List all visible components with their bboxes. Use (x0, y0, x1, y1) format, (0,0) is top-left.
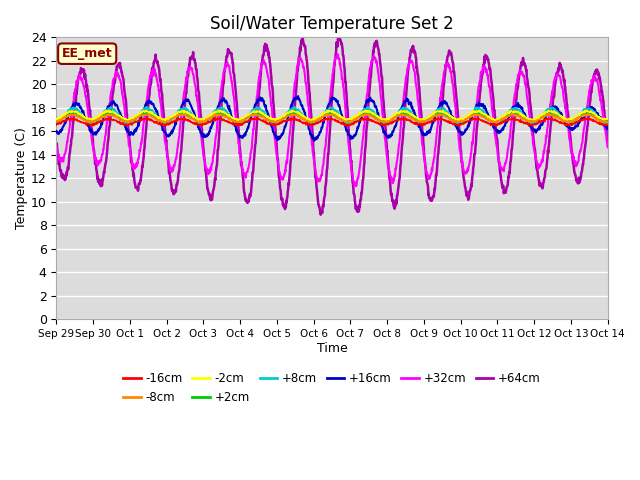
Line: -16cm: -16cm (56, 118, 608, 126)
+8cm (539, 113, 547, 119)
+32cm (604, 144, 612, 150)
+16cm (162, 131, 170, 136)
+32cm (334, 51, 342, 57)
-2cm (490, 117, 498, 123)
+2cm (419, 118, 426, 123)
Line: +32cm: +32cm (56, 54, 608, 186)
+2cm (237, 116, 245, 122)
-16cm (564, 123, 572, 129)
+16cm (237, 133, 244, 139)
+64cm (419, 129, 426, 134)
-16cm (162, 121, 170, 127)
+16cm (490, 125, 498, 131)
+16cm (419, 131, 426, 136)
+32cm (352, 183, 360, 189)
+16cm (539, 120, 547, 125)
Line: -8cm: -8cm (56, 113, 608, 123)
+2cm (399, 110, 406, 116)
+32cm (419, 142, 426, 147)
+2cm (539, 114, 547, 120)
+8cm (237, 120, 245, 126)
-8cm (604, 119, 612, 124)
+64cm (162, 132, 170, 138)
+8cm (490, 120, 498, 125)
+32cm (490, 124, 498, 130)
-2cm (539, 111, 547, 117)
+8cm (52, 121, 60, 127)
+2cm (604, 118, 612, 123)
-16cm (418, 122, 426, 128)
+32cm (52, 145, 60, 151)
+2cm (162, 118, 170, 124)
Legend: -16cm, -8cm, -2cm, +2cm, +8cm, +16cm, +32cm, +64cm: -16cm, -8cm, -2cm, +2cm, +8cm, +16cm, +3… (118, 367, 545, 408)
Line: -2cm: -2cm (56, 110, 608, 121)
+64cm (539, 182, 547, 188)
-8cm (545, 110, 552, 116)
+16cm (604, 125, 612, 131)
X-axis label: Time: Time (317, 342, 348, 355)
+8cm (419, 120, 426, 126)
+8cm (604, 120, 612, 126)
-2cm (162, 116, 170, 122)
-16cm (490, 121, 498, 127)
+2cm (86, 119, 93, 125)
-8cm (175, 112, 183, 118)
-16cm (399, 115, 407, 120)
-8cm (418, 119, 426, 125)
+2cm (175, 111, 183, 117)
+2cm (52, 118, 60, 123)
+16cm (310, 138, 318, 144)
Y-axis label: Temperature (C): Temperature (C) (15, 127, 28, 229)
+2cm (490, 117, 498, 123)
-2cm (52, 117, 60, 122)
-16cm (175, 116, 183, 122)
-8cm (162, 120, 170, 125)
-16cm (604, 122, 612, 128)
-2cm (469, 108, 477, 113)
+16cm (175, 109, 183, 115)
-16cm (52, 122, 60, 128)
-8cm (490, 119, 497, 125)
+64cm (299, 35, 307, 41)
+32cm (539, 156, 547, 161)
+64cm (237, 153, 244, 158)
-8cm (52, 119, 60, 124)
-2cm (175, 109, 183, 115)
+16cm (52, 128, 60, 134)
+8cm (162, 120, 170, 126)
+8cm (143, 104, 150, 110)
+64cm (604, 140, 612, 146)
-2cm (604, 116, 612, 122)
-16cm (237, 121, 244, 127)
Title: Soil/Water Temperature Set 2: Soil/Water Temperature Set 2 (210, 15, 454, 33)
Line: +64cm: +64cm (56, 38, 608, 215)
+32cm (175, 135, 183, 141)
Line: +2cm: +2cm (56, 113, 608, 122)
Text: EE_met: EE_met (62, 47, 113, 60)
-2cm (196, 118, 204, 124)
+8cm (381, 122, 389, 128)
+64cm (490, 107, 498, 113)
+64cm (52, 141, 60, 146)
-2cm (418, 117, 426, 122)
+32cm (237, 154, 244, 160)
-2cm (237, 117, 245, 122)
-8cm (237, 120, 244, 125)
-8cm (492, 120, 500, 126)
+64cm (317, 212, 324, 217)
Line: +8cm: +8cm (56, 107, 608, 125)
+32cm (162, 142, 170, 147)
+16cm (294, 93, 302, 99)
+8cm (175, 107, 183, 113)
Line: +16cm: +16cm (56, 96, 608, 141)
-8cm (539, 115, 547, 120)
+64cm (175, 169, 183, 175)
-16cm (539, 118, 547, 124)
